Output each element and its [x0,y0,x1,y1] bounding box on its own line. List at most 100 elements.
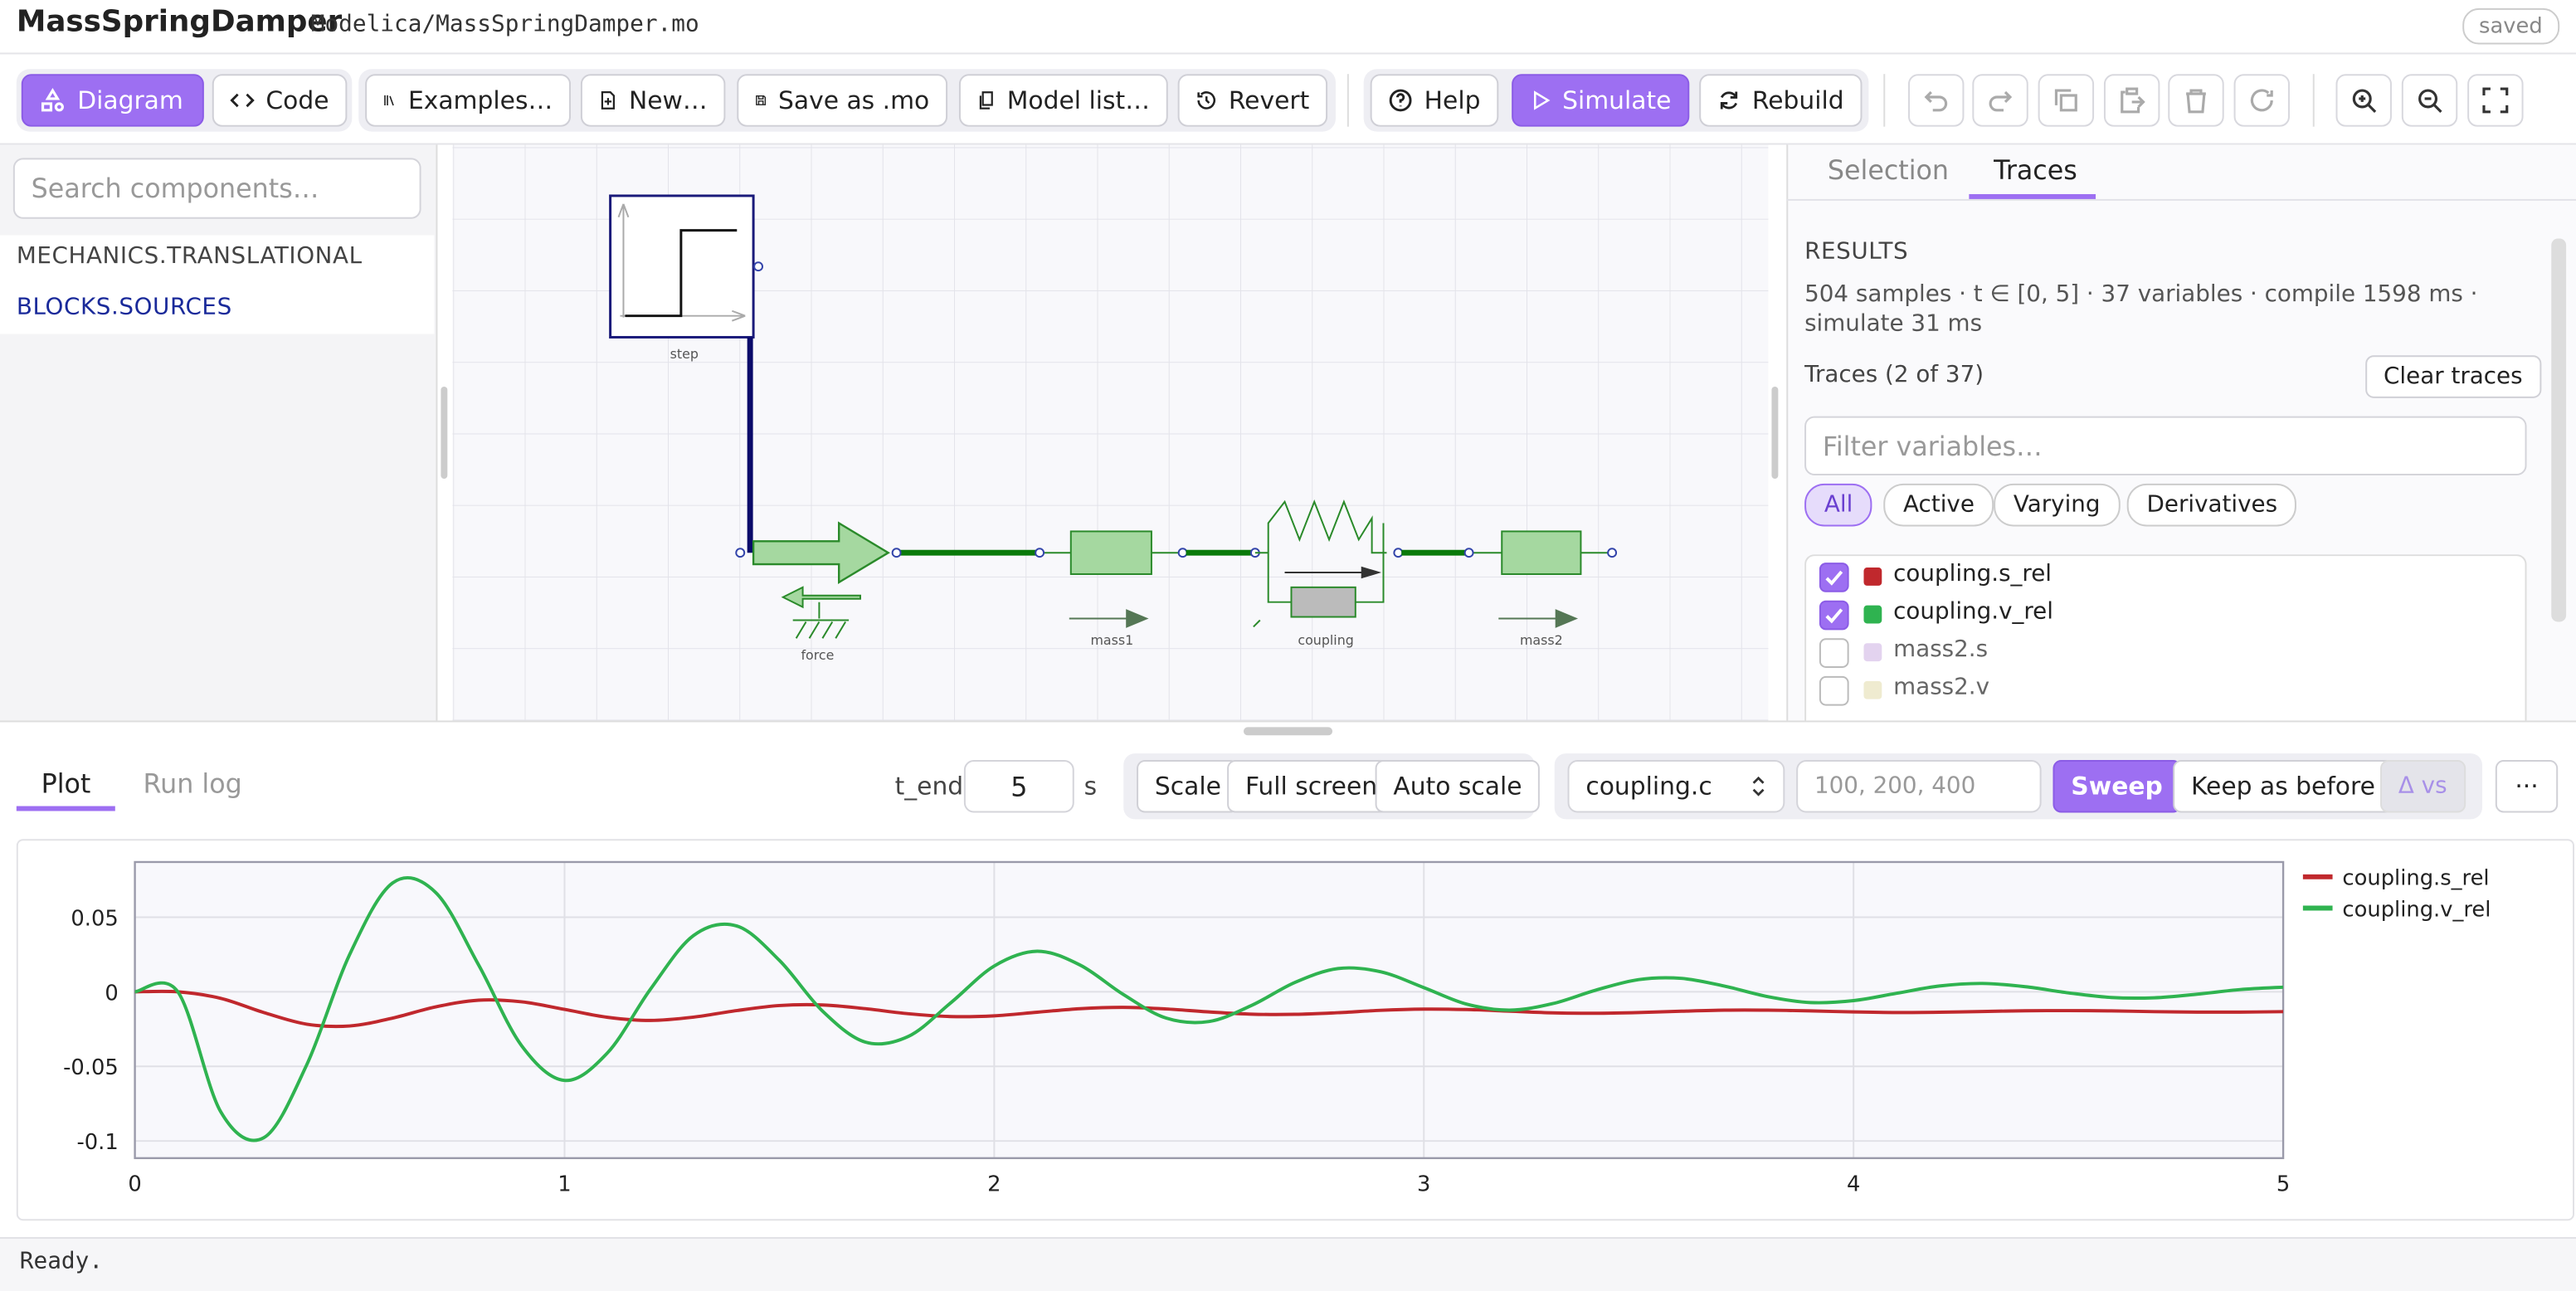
legend-label: coupling.s_rel [2342,866,2489,891]
traces-heading: Traces (2 of 37) [1804,362,1984,388]
scale-button[interactable]: Scale [1137,760,1239,813]
mass-arrow [1069,609,1149,628]
resize-handle[interactable] [1243,727,1333,736]
connector [891,548,902,558]
step-axes [617,203,746,322]
simulate-button[interactable]: Simulate [1512,74,1690,127]
component-label: mass1 [1090,632,1133,648]
sweep-param-select[interactable]: coupling.c [1567,760,1785,813]
tick [1253,619,1261,628]
new-button[interactable]: New… [580,74,726,127]
label: New… [628,85,708,115]
rebuild-button[interactable]: Rebuild [1699,74,1863,127]
search-input[interactable]: Search components… [12,158,421,219]
model-title: MassSpringDamper [16,4,343,40]
trace-color [1863,605,1882,624]
checkbox[interactable] [1819,675,1849,706]
chevron [1752,776,1765,797]
tab[interactable]: Run log [143,767,242,800]
save-button[interactable]: Save as .mo [737,74,948,127]
divider [1786,198,2576,201]
mass1-block[interactable] [1069,530,1152,575]
redo-button[interactable] [1972,74,2028,127]
filter-input[interactable]: Filter variables… [1804,416,2527,476]
clear-traces-button[interactable]: Clear traces [2365,355,2541,398]
step-curve [625,229,738,318]
tab-indicator [1969,193,2096,199]
revert-button[interactable]: Revert [1177,74,1328,127]
label: Save as .mo [778,85,930,115]
mass-arrow [1498,609,1579,628]
checkbox[interactable] [1819,638,1849,669]
delta-button: Δ vs [2380,760,2466,813]
examples-button[interactable]: Examples… [365,74,572,127]
plot-area [134,861,2284,1158]
divider [0,720,2576,723]
checkbox[interactable] [1819,563,1849,592]
copy-button[interactable] [2038,74,2095,127]
force-reaction [781,586,861,609]
variable-name: coupling.v_rel [1893,598,2053,626]
resize-handle[interactable] [1771,386,1779,479]
resize-handle[interactable] [441,386,448,479]
trace-color [1863,680,1882,699]
filter-chip[interactable]: Active [1883,483,1994,527]
library-item[interactable]: MECHANICS.TRANSLATIONAL [16,243,363,270]
auto-scale-button[interactable]: Auto scale [1375,760,1541,813]
legend-label: coupling.v_rel [2342,897,2491,922]
library-item[interactable]: BLOCKS.SOURCES [16,294,232,321]
more-button[interactable]: ··· [2495,760,2559,813]
filter-chip[interactable]: Derivatives [2126,483,2297,527]
y-tick-label: 0.05 [71,906,118,931]
fit-button[interactable] [2467,74,2524,127]
reload-button[interactable] [2233,74,2291,127]
variable-name: mass2.v [1893,674,1990,701]
diagram-canvas[interactable]: step force mass1 coupling mass2 [452,144,1769,721]
tab[interactable]: Selection [1827,154,1950,187]
label: Help [1424,85,1481,115]
force-ground [792,602,850,639]
tab-active[interactable]: Plot [41,767,91,800]
sweep-values-input[interactable]: 100, 200, 400 [1796,760,2042,813]
trace-line [134,989,2284,1029]
x-tick-label: 5 [2277,1172,2290,1197]
checkbox[interactable] [1819,600,1849,631]
diagram-button[interactable]: Diagram [21,74,204,127]
connector [1463,548,1474,558]
filter-chip[interactable]: All [1804,483,1873,527]
sidebar [0,144,438,721]
model-list-button[interactable]: Model list… [958,74,1168,127]
library-list [0,235,435,334]
zoom-out-button[interactable] [2401,74,2458,127]
filter-chip[interactable]: Varying [1994,483,2121,527]
y-tick-label: -0.1 [76,1130,118,1155]
x-tick-label: 3 [1417,1172,1430,1197]
results-heading: RESULTS [1804,238,1909,266]
t-end-unit: s [1083,771,1098,801]
placeholder: Search components… [31,173,319,204]
component-label: step [670,346,699,362]
full-screen-button[interactable]: Full screen [1227,760,1395,813]
code-button[interactable]: Code [212,74,348,127]
undo-button[interactable] [1908,74,1965,127]
mass2-block[interactable] [1501,530,1582,575]
status-text: Ready. [19,1248,104,1275]
t-end-label: t_end [894,771,964,801]
zoom-in-button[interactable] [2335,74,2392,127]
component-label: force [801,647,834,663]
help-button[interactable]: Help [1370,74,1499,127]
tab-active[interactable]: Traces [1994,154,2077,187]
plot-border [134,860,2285,1160]
divider [0,143,2576,145]
t-end-input[interactable]: 5 [963,760,1074,813]
value: coupling.c [1585,771,1712,801]
paste-button[interactable] [2103,74,2160,127]
label: Diagram [77,85,183,115]
force-arrow[interactable] [752,521,891,584]
y-tick-label: 0 [105,981,118,1006]
sweep-button[interactable]: Sweep [2053,760,2181,813]
keep-button[interactable]: Keep as before [2173,760,2393,813]
label: Rebuild [1751,85,1844,115]
delete-button[interactable] [2168,74,2224,127]
trace-line [134,875,2284,1142]
